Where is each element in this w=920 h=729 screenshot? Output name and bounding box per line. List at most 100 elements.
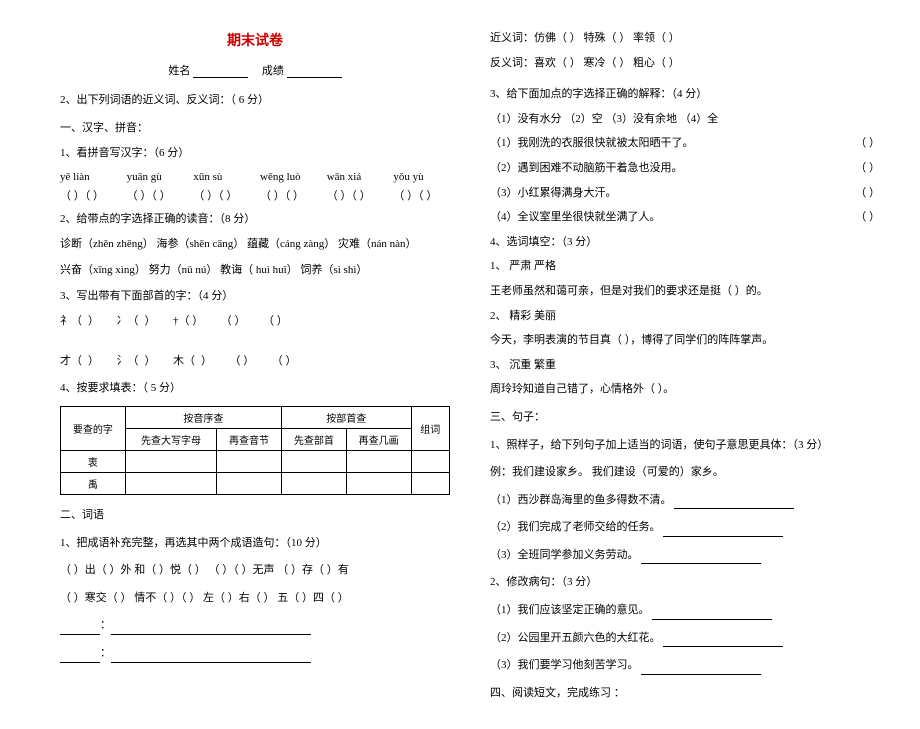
sec3-heading: 三、句子： [490, 409, 880, 427]
td-empty [125, 450, 216, 472]
td-char-0: 衷 [61, 450, 126, 472]
q3-1-text: （1）我刚洗的衣服很快就被太阳晒干了。 [490, 135, 694, 153]
lookup-table: 要查的字 按音序查 按部首查 组词 先查大写字母 再查音节 先查部首 再查几画 … [60, 406, 450, 495]
paren-close: ） [88, 353, 99, 371]
blank [641, 552, 761, 564]
char-item: （ ）（ ） [260, 187, 317, 203]
q3-heading: 3、给下面加点的字选择正确的解释：（4 分） [490, 86, 880, 104]
td-char-1: 禹 [61, 472, 126, 494]
q1-3a-1: 冫（ [117, 313, 139, 331]
right-column: 近义词：仿佛（ ） 特殊（ ） 率领（ ） 反义词：喜欢（ ） 寒冷（ ） 粗心… [490, 30, 880, 709]
s1-3-text: （3）全班同学参加义务劳动。 [490, 549, 639, 561]
td-empty [217, 472, 282, 494]
th-word: 组词 [411, 406, 449, 450]
q2-1: 1、把成语补充完整，再选其中两个成语造句：（10 分） [60, 535, 450, 553]
score-blank [287, 66, 342, 78]
q4-3a: 3、 沉重 繁重 [490, 357, 880, 375]
q1-3b-0: 才（ [60, 353, 82, 371]
s1-example: 例：我们建设家乡。 我们建设（可爱的）家乡。 [490, 464, 880, 482]
q1-3b-3: （ ） [230, 353, 255, 371]
td-empty [125, 472, 216, 494]
q3-opts: （1）没有水分 （2）空 （3）没有余地 （4）全 [490, 111, 880, 129]
s1-1-text: （1）西沙群岛海里的鱼多得数不清。 [490, 494, 672, 506]
paren: （ ） [855, 135, 880, 153]
s2-heading: 2、修改病句：（3 分） [490, 574, 880, 592]
paren-close: ） [88, 313, 99, 331]
q3-4-text: （4）全议室里坐很快就坐满了人。 [490, 209, 661, 227]
idiom-row-2: （ ）寒交（ ） 情不（ ）（ ） 左（ ）右（ ） 五（ ）四（ ） [60, 590, 450, 608]
pinyin-5: yǒu yù [393, 171, 450, 183]
q3-3: （3）小红累得满身大汗。（ ） [490, 185, 880, 203]
q1-2: 2、给带点的字选择正确的读音：（8 分） [60, 211, 450, 229]
idiom-row-1: （ ）出（ ）外 和（ ）悦（ ） （ ）（ ）无声 （ ）存（ ）有 [60, 562, 450, 580]
paren: （ ） [855, 185, 880, 203]
pinyin-3: wēng luò [260, 171, 317, 183]
q3-2: （2）遇到困难不动脑筋干着急也没用。（ ） [490, 160, 880, 178]
td-empty [411, 472, 449, 494]
th-sub-2: 先查部首 [281, 428, 346, 450]
pinyin-row: yē liàn yuān gù xūn sù wēng luò wān xiá … [60, 171, 450, 183]
s1-2-text: （2）我们完成了老师交给的任务。 [490, 521, 661, 533]
td-empty [217, 450, 282, 472]
q2-syn-heading: 2、出下列词语的近义词、反义词：（ 6 分） [60, 92, 450, 110]
blank [641, 663, 761, 675]
sentence-blank-1: ： [60, 617, 450, 635]
s2-2: （2）公园里开五颜六色的大红花。 [490, 630, 880, 648]
char-item: （ ）（ ） [60, 187, 117, 203]
q1-2a: 诊断（zhěn zhēng） 海参（shēn cāng） 蕴藏（cáng zàn… [60, 236, 450, 254]
s1-heading: 1、照样子，给下列句子加上适当的词语，使句子意思更具体：（3 分） [490, 437, 880, 455]
pinyin-4: wān xiá [327, 171, 384, 183]
q1-3b-4: （ ） [272, 353, 297, 371]
q1-3b-1: 氵（ [117, 353, 139, 371]
q4-heading-r: 4、选词填空：（3 分） [490, 234, 880, 252]
char-item: （ ）（ ） [327, 187, 384, 203]
s2-2-text: （2）公园里开五颜六色的大红花。 [490, 632, 661, 644]
q3-1: （1）我刚洗的衣服很快就被太阳晒干了。 （ ） [490, 135, 880, 153]
s1-1: （1）西沙群岛海里的鱼多得数不清。 [490, 492, 880, 510]
td-empty [281, 450, 346, 472]
pinyin-1: yuān gù [127, 171, 184, 183]
q1-3: 3、写出带有下面部首的字：（4 分） [60, 288, 450, 306]
s1-3: （3）全班同学参加义务劳动。 [490, 547, 880, 565]
q1-3b-2: 木（ [173, 353, 195, 371]
char-item: （ ）（ ） [193, 187, 250, 203]
s2-3: （3）我们要学习他刻苦学习。 [490, 657, 880, 675]
s2-1: （1）我们应该坚定正确的意见。 [490, 602, 880, 620]
q3-4: （4）全议室里坐很快就坐满了人。（ ） [490, 209, 880, 227]
sec2-heading: 二、词语 [60, 507, 450, 525]
sec4-heading: 四、阅读短文，完成练习 ： [490, 685, 880, 703]
exam-page: 期末试卷 姓名 成绩 2、出下列词语的近义词、反义词：（ 6 分） 一、汉字、拼… [0, 0, 920, 729]
blank [674, 497, 794, 509]
blank [60, 623, 100, 635]
q4-2a: 2、 精彩 美丽 [490, 308, 880, 326]
name-blank [193, 66, 248, 78]
sentence-blank-2: ： [60, 645, 450, 663]
table-row: 禹 [61, 472, 450, 494]
char-row: （ ）（ ） （ ）（ ） （ ）（ ） （ ）（ ） （ ）（ ） （ ）（ … [60, 187, 450, 203]
td-empty [281, 472, 346, 494]
th-char: 要查的字 [61, 406, 126, 450]
q3-2-text: （2）遇到困难不动脑筋干着急也没用。 [490, 160, 683, 178]
th-sub-1: 再查音节 [217, 428, 282, 450]
th-sub-3: 再查几画 [346, 428, 411, 450]
q1-3a-2: †（ ） [173, 313, 203, 331]
td-empty [346, 472, 411, 494]
paren-close: ） [145, 353, 156, 371]
score-label: 成绩 [262, 65, 284, 77]
char-item: （ ）（ ） [393, 187, 450, 203]
blank [652, 608, 772, 620]
char-item: （ ）（ ） [127, 187, 184, 203]
th-radical: 按部首查 [281, 406, 411, 428]
q4-2b: 今天，李明表演的节目真（ ），博得了同学们的阵阵掌声。 [490, 332, 880, 350]
name-label: 姓名 [168, 65, 190, 77]
q1-1: 1、看拼音写汉字：（6 分） [60, 145, 450, 163]
s2-3-text: （3）我们要学习他刻苦学习。 [490, 659, 639, 671]
blank [111, 651, 311, 663]
pinyin-2: xūn sù [193, 171, 250, 183]
q4-1b: 王老师虽然和蔼可亲，但是对我们的要求还是挺（ ）的。 [490, 283, 880, 301]
q1-3-row-b: 才（ ） 氵（ ） 木（ ） （ ） （ ） [60, 353, 450, 371]
s1-2: （2）我们完成了老师交给的任务。 [490, 519, 880, 537]
q4-1a: 1、 严肃 严格 [490, 258, 880, 276]
spacer [60, 339, 450, 345]
s2-1-text: （1）我们应该坚定正确的意见。 [490, 604, 650, 616]
